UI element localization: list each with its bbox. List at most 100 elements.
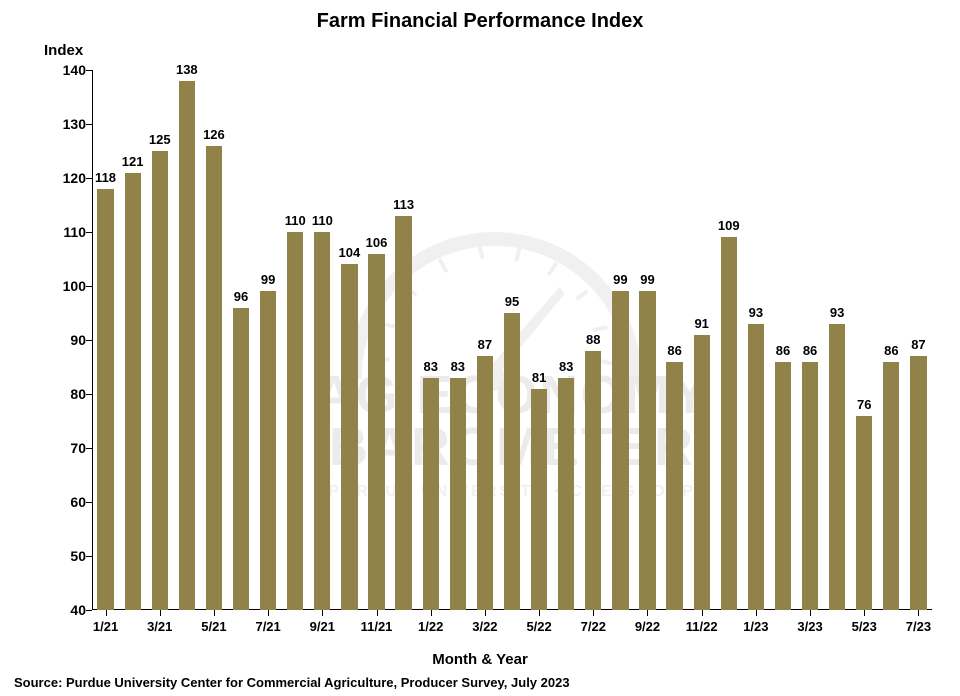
x-axis-label: Month & Year — [0, 651, 960, 668]
y-tick-mark — [86, 70, 92, 71]
bar-value-label: 125 — [149, 132, 171, 147]
chart-container: Farm Financial Performance Index Index — [0, 0, 960, 696]
bar — [97, 189, 113, 610]
x-tick-label: 9/21 — [310, 619, 335, 634]
x-tick-label: 5/23 — [852, 619, 877, 634]
x-tick-label: 1/22 — [418, 619, 443, 634]
bar — [612, 291, 628, 610]
bar — [748, 324, 764, 610]
x-tick-label: 1/23 — [743, 619, 768, 634]
bar-value-label: 104 — [339, 245, 361, 260]
x-tick-label: 5/22 — [526, 619, 551, 634]
bar-value-label: 99 — [613, 272, 627, 287]
bar-value-label: 83 — [423, 359, 437, 374]
x-tick-label: 7/23 — [906, 619, 931, 634]
bar-value-label: 113 — [393, 197, 414, 212]
y-tick-label: 80 — [52, 386, 86, 402]
bar-value-label: 81 — [532, 370, 546, 385]
bar-value-label: 86 — [776, 343, 790, 358]
bar-value-label: 87 — [911, 337, 925, 352]
y-tick-label: 140 — [52, 62, 86, 78]
bar-value-label: 99 — [640, 272, 654, 287]
bar — [233, 308, 249, 610]
y-tick-label: 120 — [52, 170, 86, 186]
bar-value-label: 76 — [857, 397, 871, 412]
bar — [179, 81, 195, 610]
bar — [368, 254, 384, 610]
x-tick-mark — [918, 610, 919, 616]
bar — [666, 362, 682, 610]
bar — [856, 416, 872, 610]
bar — [287, 232, 303, 610]
x-tick-mark — [214, 610, 215, 616]
bar — [125, 173, 141, 610]
bar-value-label: 99 — [261, 272, 275, 287]
x-tick-mark — [106, 610, 107, 616]
bar — [721, 237, 737, 610]
y-tick-mark — [86, 610, 92, 611]
bar — [694, 335, 710, 610]
y-tick-label: 40 — [52, 602, 86, 618]
plot-area: AG ECONOMY BAROMETER PURDUE UNIVERSITY •… — [92, 70, 932, 610]
bar-value-label: 93 — [830, 305, 844, 320]
x-tick-label: 9/22 — [635, 619, 660, 634]
bar-value-label: 126 — [203, 127, 225, 142]
y-tick-mark — [86, 448, 92, 449]
x-tick-mark — [593, 610, 594, 616]
bar — [802, 362, 818, 610]
bar-value-label: 86 — [884, 343, 898, 358]
x-tick-mark — [810, 610, 811, 616]
bar-value-label: 86 — [803, 343, 817, 358]
bar-value-label: 95 — [505, 294, 519, 309]
bar — [531, 389, 547, 610]
bar — [314, 232, 330, 610]
y-tick-mark — [86, 340, 92, 341]
y-tick-mark — [86, 556, 92, 557]
y-tick-mark — [86, 502, 92, 503]
x-tick-label: 1/21 — [93, 619, 118, 634]
bar — [775, 362, 791, 610]
x-tick-label: 3/22 — [472, 619, 497, 634]
bar — [585, 351, 601, 610]
x-tick-label: 5/21 — [201, 619, 226, 634]
x-tick-mark — [268, 610, 269, 616]
x-tick-mark — [377, 610, 378, 616]
chart-title: Farm Financial Performance Index — [0, 10, 960, 33]
y-tick-label: 130 — [52, 116, 86, 132]
bar-value-label: 93 — [749, 305, 763, 320]
x-tick-mark — [756, 610, 757, 616]
x-tick-mark — [431, 610, 432, 616]
bar-value-label: 91 — [694, 316, 708, 331]
x-tick-mark — [702, 610, 703, 616]
bar-value-label: 88 — [586, 332, 600, 347]
y-tick-mark — [86, 124, 92, 125]
bar — [423, 378, 439, 610]
bar-value-label: 106 — [366, 235, 388, 250]
x-tick-label: 7/21 — [255, 619, 280, 634]
y-tick-label: 60 — [52, 494, 86, 510]
bar — [395, 216, 411, 610]
x-tick-mark — [160, 610, 161, 616]
bar — [910, 356, 926, 610]
y-tick-mark — [86, 394, 92, 395]
x-tick-mark — [485, 610, 486, 616]
x-tick-label: 7/22 — [581, 619, 606, 634]
bar-value-label: 83 — [559, 359, 573, 374]
y-axis-line — [92, 70, 93, 610]
bar — [883, 362, 899, 610]
y-tick-label: 100 — [52, 278, 86, 294]
x-tick-mark — [539, 610, 540, 616]
x-tick-label: 11/21 — [361, 619, 393, 634]
bar — [477, 356, 493, 610]
x-tick-mark — [864, 610, 865, 616]
bar — [829, 324, 845, 610]
bar-value-label: 138 — [176, 62, 198, 77]
y-tick-label: 70 — [52, 440, 86, 456]
x-tick-label: 3/23 — [797, 619, 822, 634]
bar — [206, 146, 222, 610]
bar — [152, 151, 168, 610]
x-tick-mark — [322, 610, 323, 616]
y-tick-mark — [86, 232, 92, 233]
x-tick-mark — [647, 610, 648, 616]
x-tick-label: 11/22 — [686, 619, 718, 634]
